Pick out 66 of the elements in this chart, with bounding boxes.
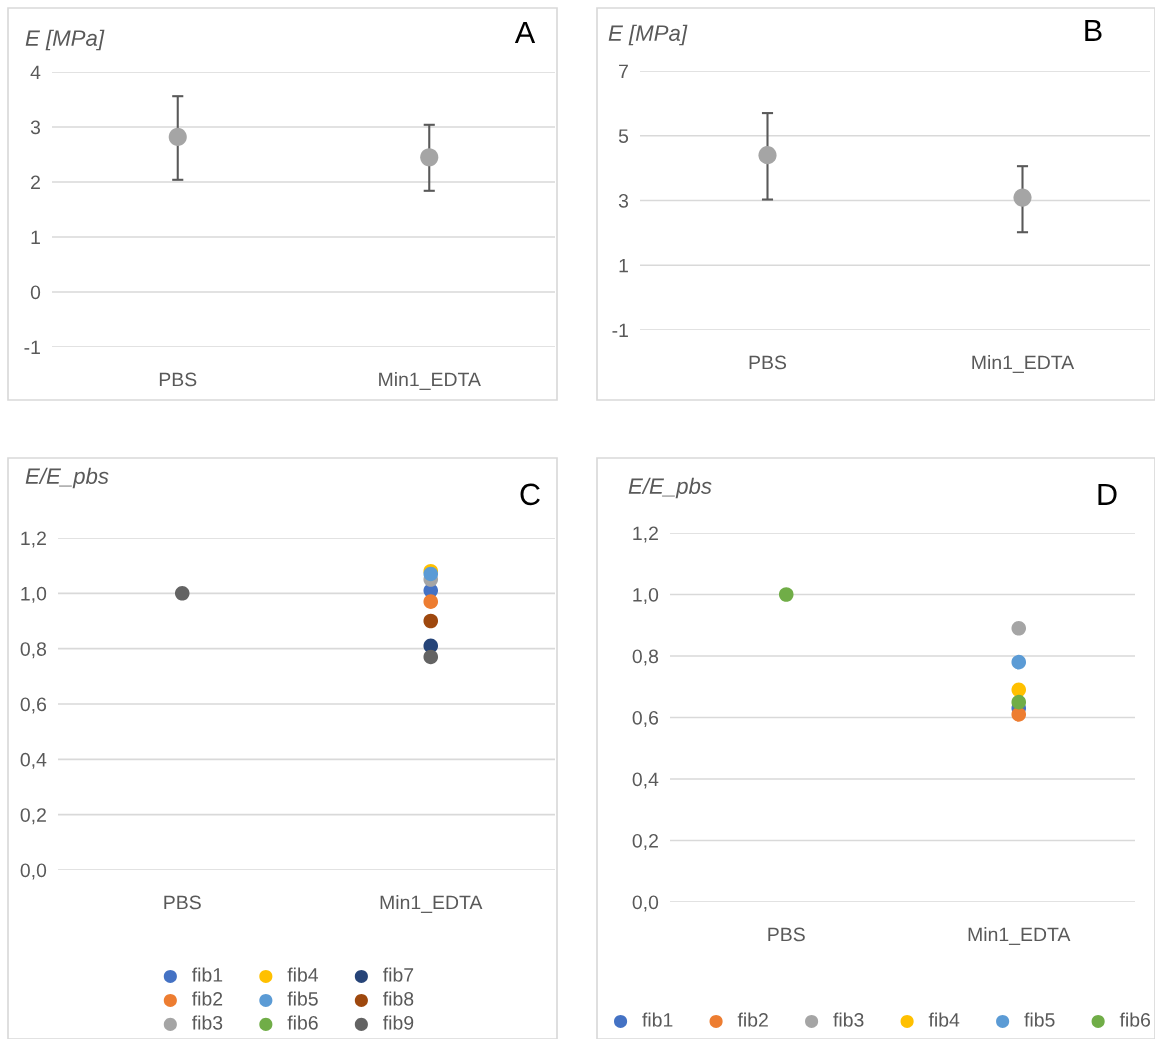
y-tick-label: 7: [619, 64, 628, 79]
point: [778, 587, 794, 602]
y-tick-label: 1,0: [633, 587, 659, 605]
point: [423, 613, 439, 629]
y-tick-label: 0,0: [632, 895, 659, 912]
y-tick-label: 0,8: [632, 649, 659, 666]
x-tick-label: Min1_EDTA: [972, 355, 1075, 373]
y-axis-title: E [MPa]: [608, 24, 688, 46]
x-tick-label: PBS: [159, 372, 197, 387]
legend-label: fib4: [928, 1012, 960, 1027]
y-tick-label: 0,2: [20, 808, 46, 825]
y-tick-label: 0,8: [20, 642, 47, 659]
legend-label: fib9: [383, 1015, 414, 1030]
y-tick-label: 0,6: [632, 710, 659, 728]
legend-label: fib4: [287, 967, 319, 982]
x-tick-label: PBS: [749, 355, 787, 370]
y-tick-label: 4: [30, 65, 41, 80]
legend-label: fib6: [287, 1015, 318, 1030]
y-tick-label: 0,0: [20, 863, 47, 880]
y-tick-label: 1: [619, 258, 628, 273]
y-tick-label: 0: [30, 285, 41, 300]
y-tick-label: -1: [24, 340, 40, 355]
legend-label: fib8: [383, 991, 414, 1006]
y-axis-title: E [MPa]: [25, 29, 105, 51]
y-tick-label: 0,6: [20, 697, 47, 714]
y-tick-label: 2: [31, 175, 40, 190]
text: B: [1085, 19, 1102, 41]
legend-label: fib5: [287, 991, 318, 1006]
point: [1011, 654, 1027, 670]
point: [1011, 707, 1027, 722]
y-tick-label: 0,4: [632, 772, 659, 789]
y-tick-label: 1,2: [21, 531, 46, 548]
text: D: [1098, 483, 1117, 505]
y-tick-label: 3: [618, 193, 629, 208]
x-tick-label: Min1_EDTA: [968, 927, 1071, 945]
y-tick-label: -1: [612, 323, 628, 338]
legend-label: fib3: [192, 1015, 223, 1030]
legend-label: fib5: [1024, 1012, 1055, 1027]
point: [1011, 682, 1027, 698]
legend-label: fib1: [642, 1012, 673, 1027]
y-tick-label: 1,0: [21, 586, 47, 603]
legend-label: fib3: [833, 1012, 864, 1027]
point: [1011, 694, 1027, 710]
y-tick-label: 5: [618, 129, 629, 143]
x-tick-label: PBS: [164, 895, 201, 910]
legend-label: fib1: [192, 967, 223, 982]
y-tick-label: 1: [31, 230, 40, 245]
y-axis-title: E/E_pbs: [628, 477, 712, 499]
text: C: [520, 483, 540, 506]
text: A: [514, 21, 536, 43]
y-axis-title: E/E_pbs: [25, 467, 109, 489]
x-tick-label: Min1_EDTA: [379, 372, 481, 390]
point: [423, 649, 439, 665]
legend-label: fib2: [192, 991, 223, 1006]
x-tick-label: Min1_EDTA: [380, 895, 483, 913]
legend-label: fib2: [737, 1012, 768, 1027]
y-tick-label: 3: [30, 120, 41, 135]
y-tick-label: 0,2: [632, 833, 658, 851]
legend-label: fib7: [383, 967, 414, 982]
point: [423, 594, 439, 609]
y-tick-label: 0,4: [20, 752, 47, 769]
point: [1011, 621, 1027, 636]
x-tick-label: PBS: [768, 927, 805, 942]
point: [174, 586, 190, 601]
y-tick-label: 1,2: [633, 526, 658, 543]
legend-label: fib6: [1119, 1012, 1151, 1027]
